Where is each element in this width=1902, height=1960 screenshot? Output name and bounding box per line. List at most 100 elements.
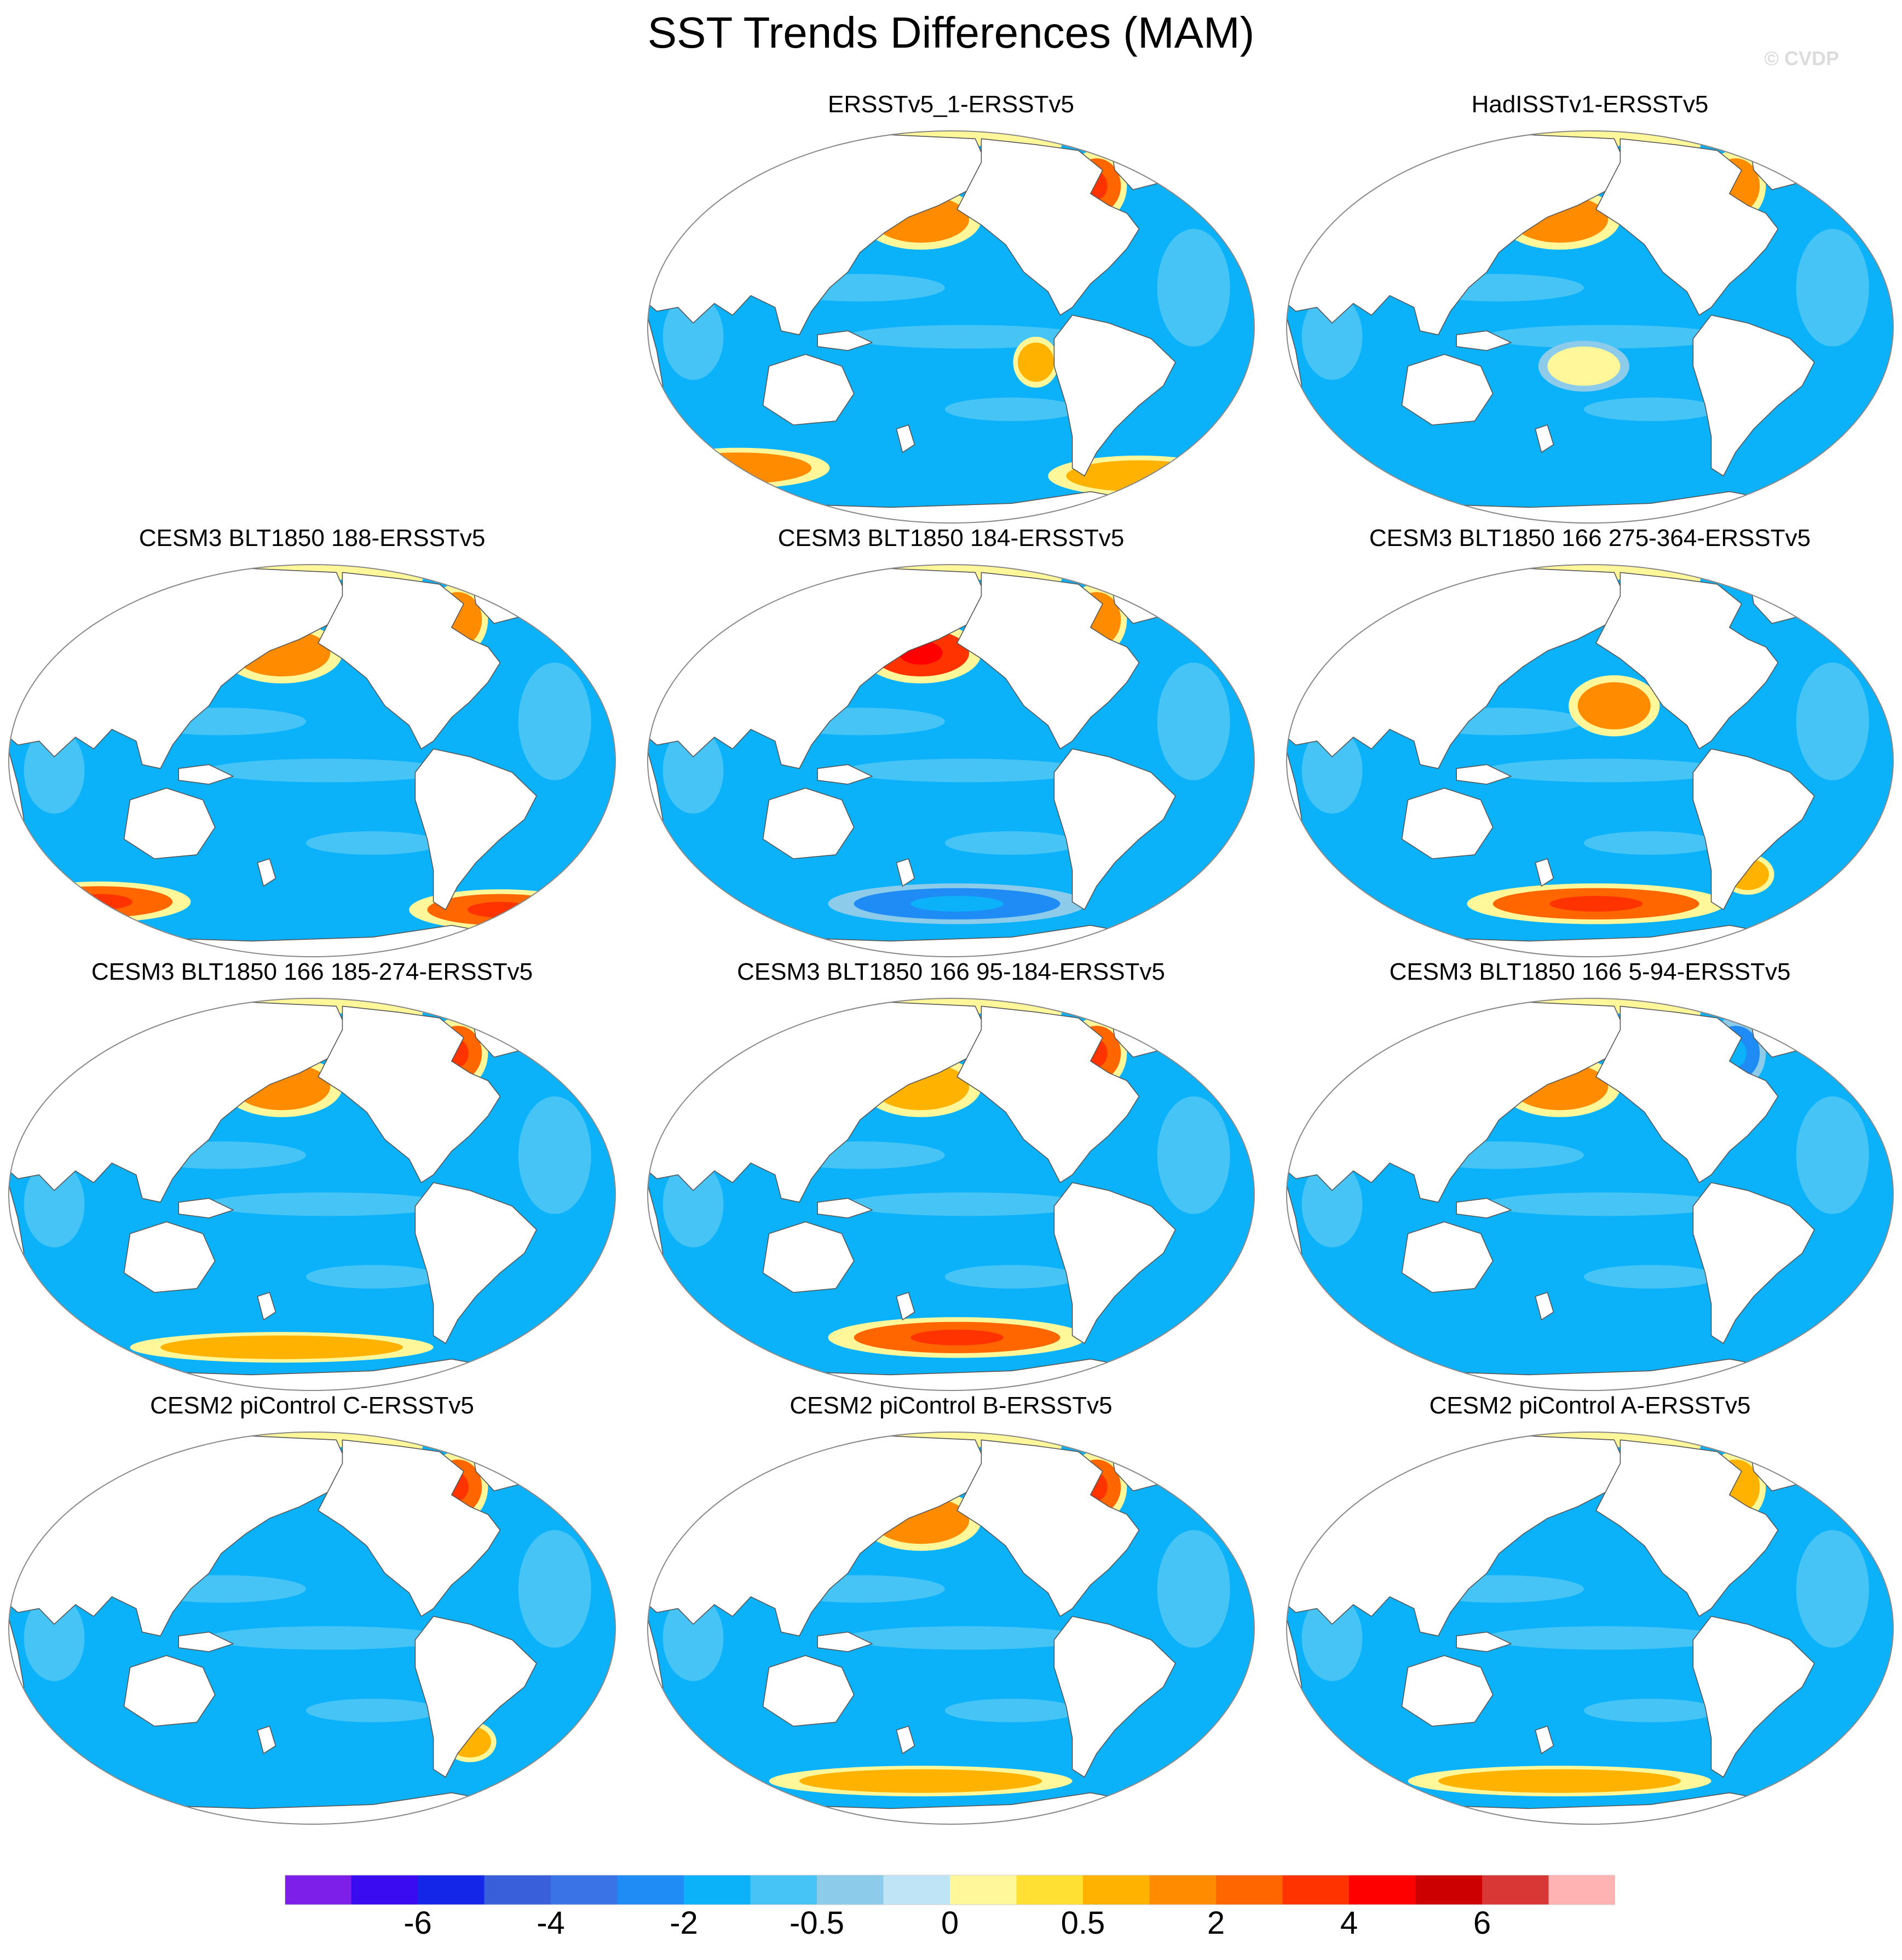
land-australia <box>762 1655 855 1727</box>
land-australia <box>123 1221 216 1293</box>
land-seAsiaIsl <box>1456 1631 1512 1652</box>
land-australia <box>1401 1655 1494 1727</box>
land-namerica <box>318 1005 501 1183</box>
land-australia <box>762 788 855 859</box>
land-seAsiaIsl <box>1456 764 1512 785</box>
anomaly-band <box>845 1626 1088 1650</box>
land-samerica <box>414 1182 537 1344</box>
land-seAsiaIsl <box>178 1631 234 1652</box>
map-outline <box>8 564 616 957</box>
land-seAsiaIsl <box>817 330 873 351</box>
land-australia <box>762 1221 855 1293</box>
anomaly-feature <box>27 886 173 918</box>
land-australia <box>762 354 855 426</box>
anomaly-band <box>518 663 591 780</box>
anomaly-band <box>206 1626 449 1650</box>
land-australia <box>123 788 216 859</box>
anomaly-band <box>306 1264 440 1289</box>
colorbar-swatch <box>817 1875 884 1905</box>
colorbar-tick-label: 6 <box>1473 1905 1491 1941</box>
land-seAsiaIsl <box>817 1198 873 1218</box>
anomaly-band <box>944 1698 1079 1722</box>
anomaly-feature <box>799 1769 1042 1793</box>
land-samerica <box>1692 1182 1815 1344</box>
anomaly-feature <box>666 452 812 484</box>
colorbar-swatch <box>950 1875 1017 1905</box>
land-samerica <box>1053 314 1176 476</box>
land-samerica <box>1053 1616 1176 1778</box>
map-outline <box>1286 130 1894 524</box>
colorbar-swatch <box>351 1875 418 1905</box>
panel-title: CESM2 piControl C-ERSSTv5 <box>150 1392 474 1419</box>
land-samerica <box>414 748 537 910</box>
anomaly-band <box>306 831 440 855</box>
colorbar-tick-label: -0.5 <box>789 1905 844 1941</box>
sst-map <box>647 564 1255 957</box>
anomaly-feature <box>1577 682 1651 729</box>
anomaly-core <box>910 1330 1004 1346</box>
land-nz <box>257 1292 276 1320</box>
map-panel: CESM3 BLT1850 166 275-364-ERSSTv5 <box>1278 525 1902 963</box>
colorbar-swatch <box>1415 1875 1483 1905</box>
anomaly-band <box>944 1264 1079 1289</box>
colorbar-labels: -6 -4 -2 -0.5 0 0.5 2 4 6 <box>285 1896 1615 1956</box>
land-nz <box>257 1726 276 1754</box>
land-nz <box>896 1726 915 1754</box>
land-namerica <box>1595 572 1779 750</box>
anomaly-band <box>944 397 1079 421</box>
anomaly-feature <box>1438 1769 1681 1793</box>
colorbar-swatch <box>418 1875 485 1905</box>
panel-title: CESM3 BLT1850 166 5-94-ERSSTv5 <box>1389 958 1791 985</box>
colorbar-swatch <box>484 1875 551 1905</box>
anomaly-feature <box>160 1335 404 1359</box>
land-namerica <box>956 1005 1140 1183</box>
land-samerica <box>1692 314 1815 476</box>
colorbar-swatch <box>1149 1875 1217 1905</box>
anomaly-feature <box>1547 346 1621 386</box>
colorbar-swatch <box>1216 1875 1283 1905</box>
anomaly-band <box>1301 294 1363 380</box>
map-outline <box>647 564 1255 957</box>
anomaly-band <box>1796 1096 1869 1214</box>
colorbar-tick-label: 2 <box>1207 1905 1225 1941</box>
sst-map <box>8 1432 616 1825</box>
land-nz <box>257 858 276 887</box>
anomaly-core <box>910 896 1004 912</box>
map-panel: ERSSTv5_1-ERSSTv5 <box>639 91 1263 529</box>
land-seAsiaIsl <box>178 1198 234 1218</box>
anomaly-band <box>1301 727 1363 814</box>
land-seAsiaIsl <box>1456 330 1512 351</box>
colorbar-swatch <box>1016 1875 1083 1905</box>
map-outline <box>8 1432 616 1825</box>
panel-title: HadISSTv1-ERSSTv5 <box>1471 91 1709 118</box>
land-seAsiaIsl <box>817 764 873 785</box>
anomaly-band <box>306 1698 440 1722</box>
land-namerica <box>318 572 501 750</box>
colorbar-tick-label: -4 <box>537 1905 565 1941</box>
anomaly-band <box>845 1192 1088 1216</box>
land-namerica <box>956 572 1140 750</box>
colorbar-swatch <box>1482 1875 1549 1905</box>
map-panel: CESM2 piControl B-ERSSTv5 <box>639 1392 1263 1830</box>
panel-title: CESM3 BLT1850 166 185-274-ERSSTv5 <box>91 958 533 985</box>
anomaly-band <box>662 294 724 380</box>
map-outline <box>647 130 1255 524</box>
anomaly-band <box>1157 229 1230 347</box>
land-australia <box>1401 354 1494 426</box>
map-panel: CESM3 BLT1850 188-ERSSTv5 <box>0 525 624 963</box>
anomaly-band <box>1796 1530 1869 1648</box>
panel-title: CESM2 piControl B-ERSSTv5 <box>789 1392 1113 1419</box>
anomaly-feature <box>1017 342 1054 382</box>
anomaly-band <box>1484 325 1727 349</box>
land-samerica <box>414 1616 537 1778</box>
sst-map <box>1286 564 1894 957</box>
anomaly-band <box>1157 663 1230 780</box>
map-outline <box>1286 998 1894 1391</box>
colorbar-tick-label: 0 <box>941 1905 959 1941</box>
anomaly-band <box>518 1530 591 1648</box>
colorbar-swatch <box>617 1875 684 1905</box>
colorbar-swatch <box>1548 1875 1615 1905</box>
anomaly-band <box>1301 1595 1363 1681</box>
figure-title: SST Trends Differences (MAM) <box>647 8 1255 57</box>
map-panel: CESM2 piControl A-ERSSTv5 <box>1278 1392 1902 1830</box>
